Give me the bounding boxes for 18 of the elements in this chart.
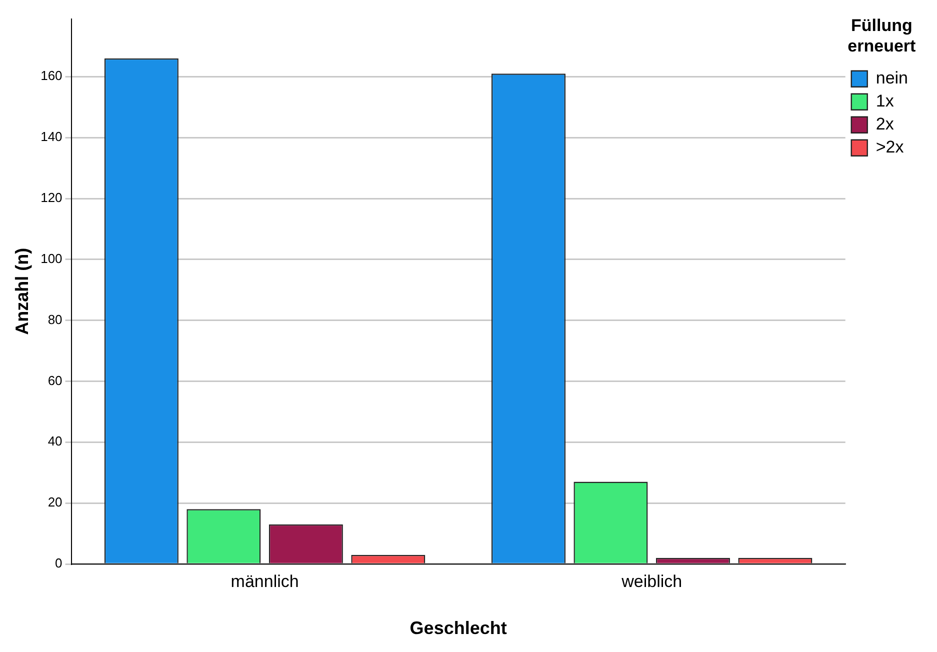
y-tick-label: 100: [40, 250, 62, 266]
legend-title: Füllung erneuert: [848, 16, 916, 56]
x-axis-title: Geschlecht: [410, 618, 507, 638]
legend-label: nein: [876, 68, 908, 88]
y-tick-label: 80: [48, 312, 62, 327]
legend-label: 1x: [876, 92, 894, 111]
legend-label: >2x: [876, 138, 904, 157]
y-tick-label: 140: [40, 129, 62, 144]
y-axis-title: Anzahl (n): [12, 248, 32, 335]
x-tick-label: männlich: [230, 572, 299, 591]
y-tick-label: 160: [40, 68, 62, 84]
legend-label: 2x: [876, 114, 894, 134]
y-tick-label: 60: [48, 372, 62, 388]
y-tick-label: 120: [40, 190, 62, 206]
y-tick-label: 40: [48, 434, 62, 449]
x-tick-label: weiblich: [620, 572, 682, 591]
y-tick-label: 0: [55, 556, 62, 571]
y-tick-label: 20: [48, 494, 62, 510]
